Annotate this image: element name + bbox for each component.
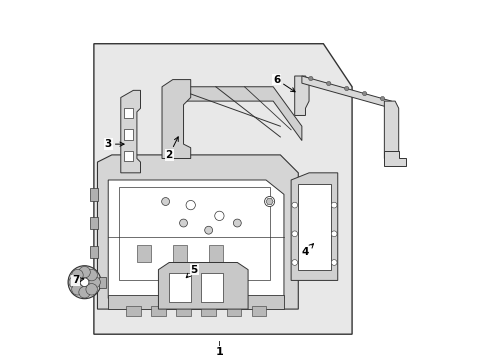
Bar <box>176 306 190 316</box>
Bar <box>90 274 98 287</box>
Polygon shape <box>97 155 298 309</box>
Text: 7: 7 <box>72 275 84 285</box>
Circle shape <box>380 96 384 101</box>
Text: 2: 2 <box>165 137 178 160</box>
Text: 3: 3 <box>104 139 124 149</box>
Circle shape <box>185 201 195 210</box>
Polygon shape <box>108 295 284 309</box>
Circle shape <box>214 211 224 221</box>
Text: 5: 5 <box>186 265 198 278</box>
Bar <box>124 129 133 140</box>
Circle shape <box>308 76 312 81</box>
Circle shape <box>291 260 297 265</box>
Circle shape <box>233 219 241 227</box>
Circle shape <box>291 231 297 237</box>
Bar <box>126 306 140 316</box>
Circle shape <box>162 198 169 206</box>
Circle shape <box>79 287 90 298</box>
Bar <box>251 306 265 316</box>
Text: 6: 6 <box>273 75 294 92</box>
Polygon shape <box>172 244 187 262</box>
Text: 1: 1 <box>215 347 223 357</box>
Polygon shape <box>208 244 223 262</box>
Bar <box>169 273 190 302</box>
Circle shape <box>79 266 90 278</box>
Bar <box>124 108 133 118</box>
Polygon shape <box>384 151 405 166</box>
Circle shape <box>80 278 89 287</box>
Circle shape <box>86 269 97 281</box>
Polygon shape <box>294 76 308 116</box>
Bar <box>226 306 241 316</box>
Polygon shape <box>298 184 330 270</box>
Circle shape <box>330 231 336 237</box>
Bar <box>201 273 223 302</box>
Circle shape <box>326 81 330 86</box>
Bar <box>90 188 98 201</box>
Circle shape <box>330 260 336 265</box>
Polygon shape <box>99 277 106 288</box>
Circle shape <box>69 276 80 288</box>
Text: 4: 4 <box>301 244 313 257</box>
Polygon shape <box>121 90 140 173</box>
Polygon shape <box>108 180 284 298</box>
Polygon shape <box>290 173 337 280</box>
Polygon shape <box>158 262 247 309</box>
Circle shape <box>68 266 101 299</box>
Polygon shape <box>162 80 190 158</box>
Circle shape <box>264 197 274 207</box>
Bar <box>201 306 215 316</box>
Circle shape <box>291 202 297 208</box>
Circle shape <box>362 91 366 96</box>
Circle shape <box>179 219 187 227</box>
Polygon shape <box>384 101 398 158</box>
Circle shape <box>344 86 348 91</box>
Bar <box>90 217 98 229</box>
Polygon shape <box>265 198 273 204</box>
Circle shape <box>204 226 212 234</box>
Polygon shape <box>301 76 391 108</box>
Polygon shape <box>183 87 301 140</box>
Polygon shape <box>94 44 351 334</box>
Polygon shape <box>137 244 151 262</box>
Circle shape <box>89 276 100 288</box>
Bar <box>151 306 165 316</box>
Bar <box>124 150 133 161</box>
Circle shape <box>86 284 97 295</box>
Circle shape <box>72 284 83 295</box>
Bar <box>90 246 98 258</box>
Circle shape <box>72 269 83 281</box>
Circle shape <box>330 202 336 208</box>
